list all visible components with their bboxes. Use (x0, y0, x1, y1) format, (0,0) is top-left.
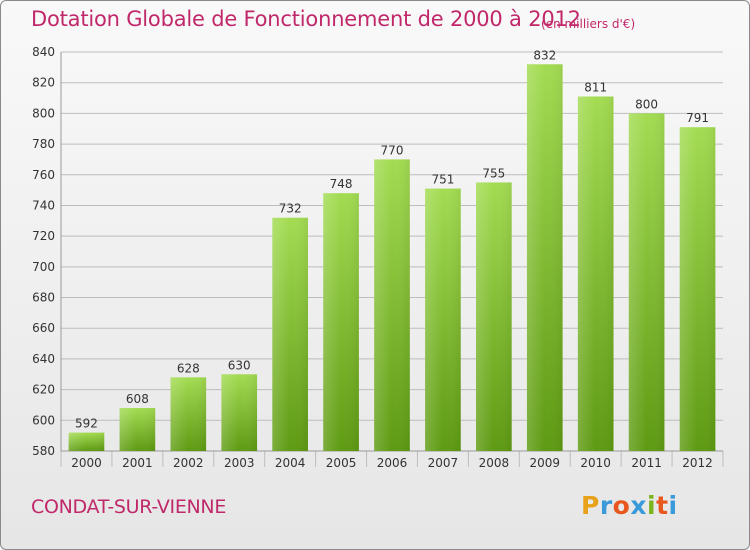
bar-shade (323, 193, 359, 451)
x-tick-label: 2000 (71, 456, 102, 470)
bar-shade (170, 377, 207, 451)
axis-layer: 580 600 620 640 660 680 700 720 740 760 780 800 820 8… (32, 45, 723, 470)
data-label: 811 (584, 81, 607, 95)
data-label: 800 (635, 97, 658, 111)
y-tick-label: 680 (32, 291, 55, 305)
x-tick-label: 2010 (580, 456, 611, 470)
y-tick-label: 740 (32, 198, 55, 212)
data-label: 791 (686, 111, 709, 125)
data-label: 630 (228, 358, 251, 372)
data-label: 592 (75, 417, 98, 431)
logo-letter: o (612, 491, 631, 520)
chart-title: Dotation Globale de Fonctionnement de 20… (31, 7, 581, 31)
logo-letter: x (630, 491, 647, 520)
data-label: 628 (177, 361, 200, 375)
y-tick-label: 800 (32, 106, 55, 120)
data-label: 751 (431, 173, 454, 187)
bar-layer (68, 64, 716, 452)
data-label: 608 (126, 392, 149, 406)
commune-name: CONDAT-SUR-VIENNE (31, 496, 227, 518)
bar-shade (679, 127, 716, 451)
data-label: 748 (330, 177, 353, 191)
bar-shade (119, 408, 156, 451)
bar-shade (374, 159, 410, 451)
bar-shade (272, 217, 308, 451)
bar-shade (577, 96, 614, 451)
x-tick-label: 2005 (326, 456, 357, 470)
x-tick-label: 2007 (428, 456, 459, 470)
x-tick-label: 2009 (529, 456, 560, 470)
y-tick-label: 660 (32, 321, 55, 335)
proxiti-logo: Proxiti (581, 491, 678, 520)
x-tick-label: 2011 (631, 456, 662, 470)
x-tick-label: 2004 (275, 456, 306, 470)
x-tick-label: 2001 (122, 456, 153, 470)
logo-letter: i (647, 491, 657, 520)
y-tick-label: 700 (32, 260, 55, 274)
bar-shade (628, 113, 665, 451)
label-layer: 592 608 628 630 732 748 770 751 755 832 811 800 791 (75, 48, 709, 430)
x-tick-label: 2008 (479, 456, 510, 470)
logo-letter: r (599, 491, 613, 520)
bar-shade (425, 188, 461, 452)
logo-letter: i (668, 491, 678, 520)
y-tick-label: 760 (32, 168, 55, 182)
y-tick-label: 620 (32, 383, 55, 397)
y-tick-label: 720 (32, 229, 55, 243)
y-tick-label: 600 (32, 413, 55, 427)
data-label: 755 (482, 166, 505, 180)
x-tick-label: 2002 (173, 456, 204, 470)
unit-note: (en milliers d'€) (541, 17, 636, 31)
y-tick-label: 840 (32, 45, 55, 59)
y-tick-label: 580 (32, 444, 55, 458)
bar-shade (221, 374, 258, 451)
logo-letter: t (656, 491, 669, 520)
logo-letter: P (581, 491, 600, 520)
x-tick-label: 2006 (377, 456, 408, 470)
x-tick-label: 2012 (682, 456, 713, 470)
bar-shade (476, 182, 512, 451)
data-label: 770 (381, 143, 404, 157)
y-tick-label: 820 (32, 76, 55, 90)
data-label: 732 (279, 202, 302, 216)
bar-shade (68, 432, 105, 451)
bar-shade (526, 64, 563, 452)
y-tick-label: 780 (32, 137, 55, 151)
data-label: 832 (533, 48, 556, 62)
y-tick-label: 640 (32, 352, 55, 366)
x-tick-label: 2003 (224, 456, 255, 470)
